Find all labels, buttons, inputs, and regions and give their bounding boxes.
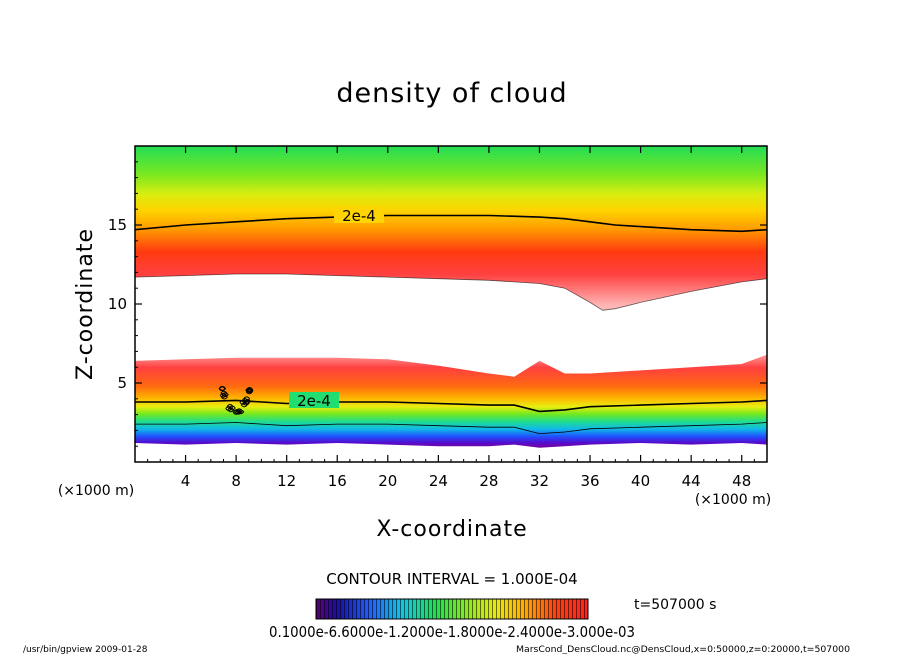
z-unit-label: (×1000 m)	[58, 483, 134, 499]
y-tick-label: 5	[117, 374, 127, 392]
contour-label-lower-bg	[289, 392, 339, 408]
noise-contours	[218, 385, 254, 415]
lower-contour-line-secondary	[135, 422, 767, 435]
noise-contour-squiggle	[244, 398, 252, 404]
chart-title: density of cloud	[336, 78, 567, 109]
x-tick-label: 24	[429, 472, 448, 490]
upper-cloud-band	[135, 146, 767, 311]
y-axis-ticks: 5 10 15	[108, 161, 767, 447]
x-tick-label: 12	[277, 472, 296, 490]
x-tick-label: 20	[378, 472, 397, 490]
noise-contour-squiggle	[228, 405, 236, 411]
contour-label-upper: 2e-4	[342, 207, 376, 225]
x-unit-label: (×1000 m)	[695, 492, 771, 508]
x-tick-label: 32	[530, 472, 549, 490]
x-tick-label: 4	[181, 472, 191, 490]
lower-cloud-band	[135, 354, 767, 448]
footer-left: /usr/bin/gpview 2009-01-28	[23, 645, 148, 654]
x-tick-label: 36	[580, 472, 599, 490]
colorbar-tick-labels: 0.1000e-6.6000e-1.2000e-1.8000e-2.4000e-…	[269, 623, 635, 641]
lower-contour-line	[135, 399, 767, 413]
footer-right: MarsCond_DensCloud.nc@DensCloud,x=0:5000…	[516, 645, 850, 654]
x-tick-label: 28	[479, 472, 498, 490]
y-tick-label: 10	[108, 295, 127, 313]
noise-contour-squiggle	[233, 409, 241, 415]
x-tick-label: 16	[328, 472, 347, 490]
y-tick-label: 15	[108, 216, 127, 234]
contour-label-lower: 2e-4	[297, 392, 331, 410]
y-axis-label: Z-coordinate	[73, 228, 98, 380]
contour-label-upper-bg	[334, 207, 384, 223]
noise-contour-squiggle	[237, 409, 245, 415]
colorbar-ticks-marks	[316, 599, 588, 619]
upper-contour-line	[135, 214, 767, 233]
colorbar	[315, 598, 589, 620]
x-axis-ticks: 4 8 12 16 20 24 28 32 36 40 44 48	[147, 146, 755, 490]
noise-contour-squiggle	[219, 385, 227, 391]
x-tick-label: 40	[631, 472, 650, 490]
x-axis-label: X-coordinate	[376, 517, 527, 542]
x-tick-label: 44	[682, 472, 701, 490]
noise-contour-squiggle	[219, 392, 227, 398]
contour-interval-text: CONTOUR INTERVAL = 1.000E-04	[326, 570, 577, 588]
noise-contour-squiggle	[245, 387, 253, 393]
colorbar-frame	[315, 598, 589, 620]
time-label: t=507000 s	[634, 597, 716, 613]
upper-edge-contour	[135, 273, 767, 311]
plot-area	[135, 146, 767, 462]
x-tick-label: 8	[231, 472, 241, 490]
noise-contour-squiggle	[225, 406, 233, 412]
x-tick-label: 48	[732, 472, 751, 490]
